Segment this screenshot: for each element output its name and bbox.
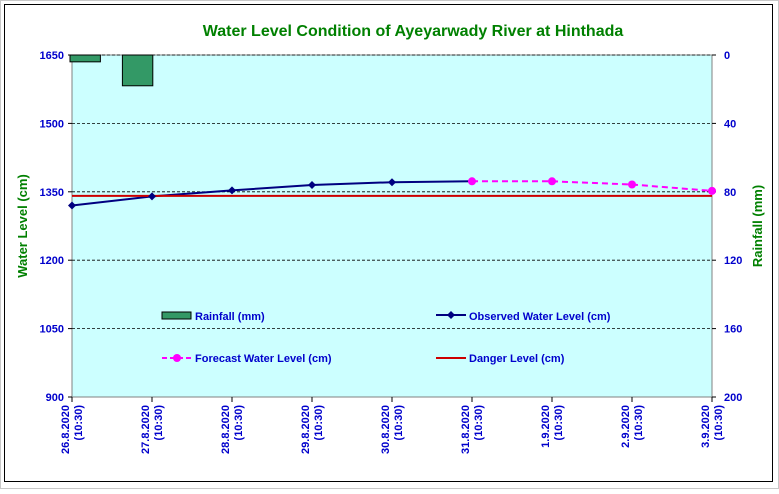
x-axis-ticks: 26.8.2020 (10:30) 27.8.2020 (10:30) 28.8.202… [60,397,725,454]
x-tick-label-time: (10:30) [313,405,325,441]
forecast-point [708,186,716,195]
x-tick-label: 3.9.2020 (10:30) [700,405,725,448]
observed-point [68,201,76,210]
x-tick-label-time: (10:30) [233,405,245,441]
x-tick-label: 2.9.2020 (10:30) [620,405,645,448]
x-tick-label-date: 31.8.2020 [460,405,472,454]
observed-point [308,180,316,189]
x-tick-label-date: 27.8.2020 [140,405,152,454]
left-axis-ticks: 900 1050 1200 1350 1500 1650 [40,50,72,404]
y-tick-label: 1200 [40,255,64,267]
forecast-point [548,177,556,186]
y2-tick-label: 40 [724,118,736,130]
x-tick-label-time: (10:30) [153,405,165,441]
x-tick-label-time: (10:30) [393,405,405,441]
y2-tick-label: 200 [724,392,742,404]
legend-item-observed: Observed Water Level (cm) [436,311,611,323]
legend-label-forecast: Forecast Water Level (cm) [195,353,332,365]
x-tick-label: 27.8.2020 (10:30) [140,405,165,454]
x-tick-label: 26.8.2020 (10:30) [60,405,85,454]
y2-tick-label: 160 [724,324,742,336]
x-tick-label: 31.8.2020 (10:30) [460,405,485,454]
y-tick-label: 1350 [40,187,64,199]
x-tick-label-date: 30.8.2020 [380,405,392,454]
x-tick-label-date: 28.8.2020 [220,405,232,454]
x-tick-label-date: 2.9.2020 [620,405,632,448]
legend-item-danger: Danger Level (cm) [436,353,565,365]
legend-marker-diamond [447,311,455,319]
legend: Rainfall (mm) Observed Water Level (cm) … [161,311,611,365]
rainfall-bar [69,54,101,63]
legend-item-forecast: Forecast Water Level (cm) [162,353,332,365]
y2-axis-label: Rainfall (mm) [750,185,765,267]
observed-line [71,180,473,207]
x-tick-label-date: 29.8.2020 [300,405,312,454]
legend-label-rainfall: Rainfall (mm) [195,311,265,323]
legend-marker-circle [173,354,181,362]
y2-tick-label: 80 [724,187,736,199]
x-tick-label: 28.8.2020 (10:30) [220,405,245,454]
observed-point [228,186,236,195]
series-lines [71,180,713,207]
observed-point [148,192,156,201]
y-tick-label: 1500 [40,118,64,130]
chart-title: Water Level Condition of Ayeyarwady Rive… [203,23,624,40]
x-tick-label: 1.9.2020 (10:30) [540,405,565,448]
observed-point [388,178,396,187]
x-tick-label: 30.8.2020 (10:30) [380,405,405,454]
x-tick-label-time: (10:30) [633,405,645,441]
x-tick-label-date: 1.9.2020 [540,405,552,448]
y-tick-label: 900 [46,392,64,404]
right-axis-ticks: 0 40 80 120 160 200 [712,50,742,404]
forecast-line [472,180,713,192]
x-tick-label-time: (10:30) [73,405,85,441]
y2-tick-label: 120 [724,255,742,267]
x-tick-label-time: (10:30) [473,405,485,441]
y-tick-label: 1050 [40,324,64,336]
y-axis-label: Water Level (cm) [15,174,30,278]
x-tick-label-time: (10:30) [553,405,565,441]
y-tick-label: 1650 [40,50,64,62]
gridlines [72,54,712,330]
series-markers [68,177,716,210]
forecast-point [628,180,636,189]
x-tick-label-date: 26.8.2020 [60,405,72,454]
x-tick-label-date: 3.9.2020 [700,405,712,448]
plot-area [71,54,713,398]
x-tick-label: 29.8.2020 (10:30) [300,405,325,454]
legend-label-danger: Danger Level (cm) [469,353,565,365]
forecast-point [468,177,476,186]
rainfall-bars [69,54,154,87]
legend-label-observed: Observed Water Level (cm) [469,311,611,323]
legend-item-rainfall: Rainfall (mm) [161,311,265,323]
legend-swatch-rainfall [161,311,192,320]
x-tick-label-time: (10:30) [713,405,725,441]
rainfall-bar [121,54,154,87]
y2-tick-label: 0 [724,50,730,62]
